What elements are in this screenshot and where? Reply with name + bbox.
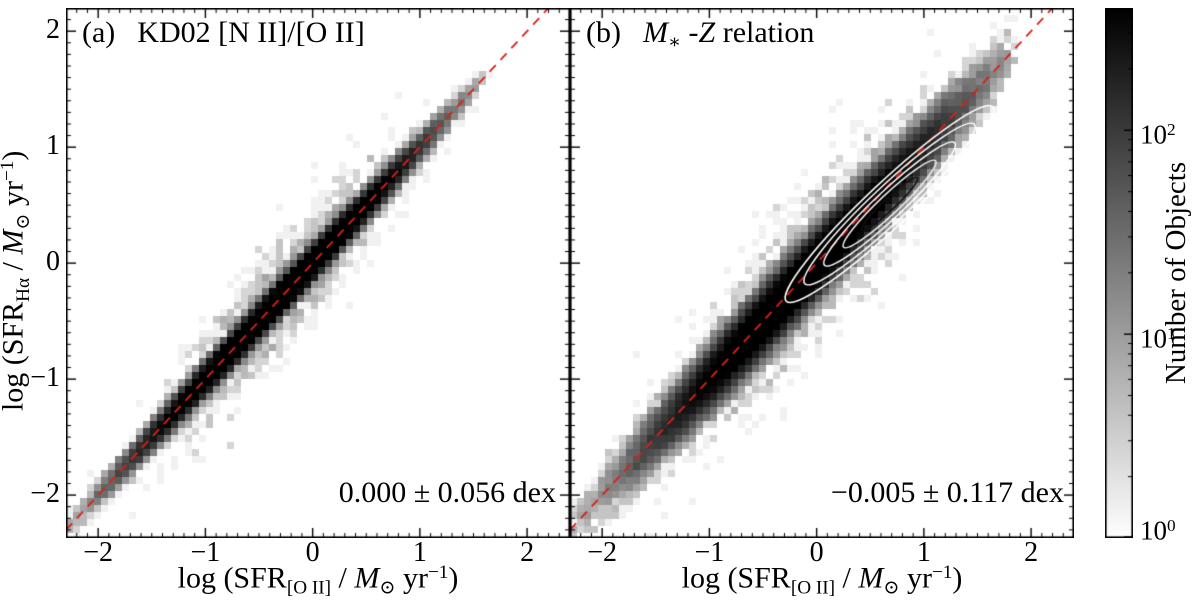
panel-a-heatmap-canvas — [66, 8, 570, 538]
text-part: ) — [448, 561, 459, 595]
text-part: ⊙ — [883, 577, 900, 599]
text-part: [O II] — [790, 577, 836, 599]
panel-a-label: (a) — [82, 16, 116, 49]
x-tick-label: 1 — [412, 537, 427, 568]
x-tick-label: −1 — [190, 537, 221, 568]
panel-b-heatmap-canvas — [570, 8, 1074, 538]
text-part: yr — [395, 561, 428, 595]
text-part: - — [681, 16, 699, 49]
colorbar-tick-base: 10 — [1140, 323, 1167, 354]
x-tick-label: 2 — [520, 537, 535, 568]
text-part: −1 — [0, 160, 19, 182]
text-part: M — [858, 561, 884, 595]
x-tick-label: −2 — [587, 537, 618, 568]
panel-b-title-text: M∗ -Z relation — [642, 16, 815, 53]
text-part: M — [642, 16, 668, 49]
text-part: yr — [899, 561, 932, 595]
panel-b-title: (b) M∗ -Z relation — [586, 16, 814, 60]
text-part: Hα — [12, 277, 34, 302]
text-part: ∗ — [667, 32, 682, 54]
text-part: −1 — [427, 562, 449, 583]
text-part: KD02 [N II]/[O II] — [137, 16, 365, 49]
colorbar-tick-exponent: 0 — [1167, 516, 1176, 535]
text-part: log (SFR — [681, 561, 791, 595]
panel-a-scatter-annotation: 0.000 ± 0.056 dex — [338, 476, 556, 509]
x-tick-label: −1 — [694, 537, 725, 568]
colorbar-tick-base: 10 — [1140, 515, 1167, 546]
panel-b-x-axis-label: log (SFR[O II] / M⊙ yr−1) — [570, 555, 1074, 602]
text-part: / — [331, 561, 355, 595]
text-part: log (SFR — [0, 301, 30, 412]
text-part: relation — [715, 16, 815, 49]
x-tick-label: 1 — [916, 537, 931, 568]
text-part: ⊙ — [379, 577, 396, 599]
text-part: yr — [0, 181, 30, 214]
panel-a-title-text: KD02 [N II]/[O II] — [137, 16, 364, 49]
panel-a-title: (a) KD02 [N II]/[O II] — [82, 16, 365, 50]
x-tick-label: −2 — [83, 537, 114, 568]
x-tick-label: 0 — [809, 537, 824, 568]
text-part: −1 — [931, 562, 953, 583]
text-part: ) — [952, 561, 963, 595]
colorbar-tick-label: 101 — [1140, 317, 1176, 356]
y-tick-label: 2 — [46, 14, 60, 46]
colorbar-tick-exponent: 1 — [1167, 324, 1176, 344]
text-part: / — [835, 561, 859, 595]
x-tick-label: 0 — [305, 537, 320, 568]
x-tick-label: 2 — [1024, 537, 1039, 568]
colorbar-canvas — [1105, 8, 1133, 538]
y-tick-label: 0 — [46, 246, 60, 278]
text-part: [O II] — [286, 577, 332, 599]
y-tick-label: −1 — [30, 362, 60, 394]
panel-b-scatter-annotation: −0.005 ± 0.117 dex — [830, 476, 1064, 509]
colorbar-tick-label: 102 — [1140, 113, 1176, 152]
colorbar-tick-label: 100 — [1140, 509, 1176, 548]
text-part: M — [354, 561, 380, 595]
colorbar-tick-exponent: 2 — [1167, 120, 1176, 140]
colorbar-tick-base: 10 — [1140, 119, 1167, 150]
text-part: ⊙ — [12, 213, 34, 230]
text-part: log (SFR — [177, 561, 287, 595]
y-tick-label: 1 — [46, 130, 60, 162]
panel-b-label: (b) — [586, 16, 621, 49]
panel-a-x-axis-label: log (SFR[O II] / M⊙ yr−1) — [66, 555, 570, 602]
y-tick-label: −2 — [30, 478, 60, 510]
text-part: Z — [698, 16, 716, 49]
